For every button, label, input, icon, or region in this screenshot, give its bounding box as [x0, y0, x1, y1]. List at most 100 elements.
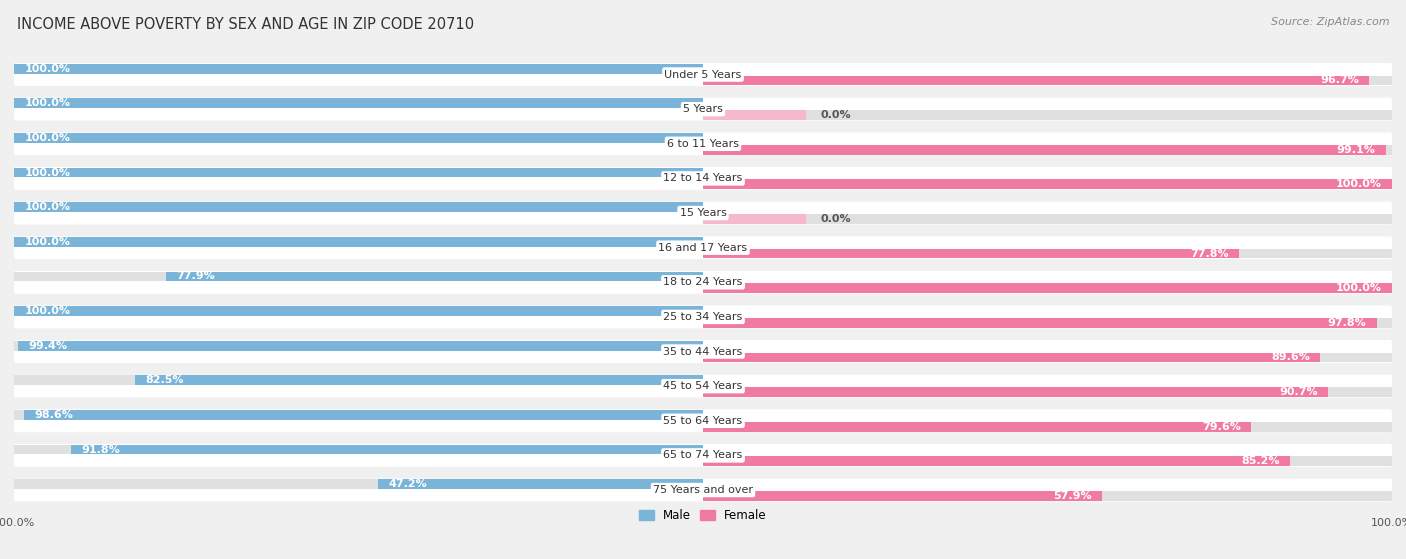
Bar — [14, 202, 703, 212]
Bar — [703, 283, 1392, 293]
FancyBboxPatch shape — [14, 167, 1392, 190]
Text: 82.5%: 82.5% — [145, 375, 183, 385]
Bar — [14, 168, 703, 177]
Text: Under 5 Years: Under 5 Years — [665, 69, 741, 79]
Bar — [703, 353, 1392, 362]
FancyBboxPatch shape — [14, 132, 1392, 155]
Text: 45 to 54 Years: 45 to 54 Years — [664, 381, 742, 391]
Bar — [14, 306, 703, 316]
Text: 91.8%: 91.8% — [82, 444, 120, 454]
Bar — [703, 110, 1392, 120]
Text: 25 to 34 Years: 25 to 34 Years — [664, 312, 742, 322]
FancyBboxPatch shape — [14, 444, 1392, 467]
Text: 75 Years and over: 75 Years and over — [652, 485, 754, 495]
Text: 85.2%: 85.2% — [1241, 456, 1279, 466]
Bar — [14, 237, 703, 247]
Bar — [24, 410, 703, 420]
Text: 96.7%: 96.7% — [1320, 75, 1358, 86]
Text: 100.0%: 100.0% — [24, 237, 70, 247]
Text: 5 Years: 5 Years — [683, 104, 723, 114]
Text: 16 and 17 Years: 16 and 17 Years — [658, 243, 748, 253]
Text: 77.8%: 77.8% — [1189, 249, 1229, 259]
Legend: Male, Female: Male, Female — [634, 504, 772, 527]
Text: 79.6%: 79.6% — [1202, 421, 1241, 432]
Bar — [703, 353, 1320, 362]
Bar — [166, 272, 703, 281]
FancyBboxPatch shape — [14, 271, 1392, 293]
Text: Source: ZipAtlas.com: Source: ZipAtlas.com — [1271, 17, 1389, 27]
Bar — [703, 75, 1392, 86]
Text: 57.9%: 57.9% — [1053, 491, 1091, 501]
Text: 18 to 24 Years: 18 to 24 Years — [664, 277, 742, 287]
FancyBboxPatch shape — [14, 409, 1392, 432]
Bar — [14, 306, 703, 316]
Text: 55 to 64 Years: 55 to 64 Years — [664, 416, 742, 426]
Text: 77.9%: 77.9% — [177, 272, 215, 281]
Bar — [14, 202, 703, 212]
Bar — [703, 318, 1376, 328]
Bar — [703, 387, 1392, 397]
Text: 65 to 74 Years: 65 to 74 Years — [664, 451, 742, 461]
FancyBboxPatch shape — [14, 63, 1392, 86]
Text: 15 Years: 15 Years — [679, 208, 727, 218]
Bar — [703, 491, 1392, 501]
Bar — [14, 168, 703, 177]
FancyBboxPatch shape — [14, 305, 1392, 328]
Bar — [703, 457, 1392, 466]
Text: 90.7%: 90.7% — [1279, 387, 1317, 397]
Bar — [14, 64, 703, 73]
Bar — [14, 445, 703, 454]
Bar — [703, 110, 807, 120]
Bar — [14, 410, 703, 420]
Text: 100.0%: 100.0% — [24, 168, 70, 178]
Bar — [703, 249, 1239, 258]
Bar — [703, 214, 807, 224]
Text: 100.0%: 100.0% — [24, 64, 70, 74]
Bar — [703, 422, 1392, 432]
FancyBboxPatch shape — [14, 479, 1392, 501]
Bar — [18, 341, 703, 350]
Bar — [703, 422, 1251, 432]
Text: 99.1%: 99.1% — [1337, 145, 1375, 155]
Text: 97.8%: 97.8% — [1327, 318, 1367, 328]
FancyBboxPatch shape — [14, 340, 1392, 363]
Bar — [703, 145, 1392, 154]
Bar — [14, 133, 703, 143]
Text: 99.4%: 99.4% — [28, 340, 67, 350]
Text: 100.0%: 100.0% — [1336, 179, 1382, 190]
Bar — [703, 145, 1386, 154]
Bar — [703, 491, 1102, 501]
Bar — [14, 237, 703, 247]
Text: 0.0%: 0.0% — [820, 110, 851, 120]
Text: 47.2%: 47.2% — [388, 479, 427, 489]
Bar — [14, 376, 703, 385]
Text: 35 to 44 Years: 35 to 44 Years — [664, 347, 742, 357]
Bar — [14, 479, 703, 489]
Text: INCOME ABOVE POVERTY BY SEX AND AGE IN ZIP CODE 20710: INCOME ABOVE POVERTY BY SEX AND AGE IN Z… — [17, 17, 474, 32]
Text: 89.6%: 89.6% — [1271, 352, 1310, 362]
Text: 98.6%: 98.6% — [34, 410, 73, 420]
Bar — [14, 341, 703, 350]
Text: 0.0%: 0.0% — [820, 214, 851, 224]
FancyBboxPatch shape — [14, 375, 1392, 397]
Text: 100.0%: 100.0% — [24, 306, 70, 316]
Text: 100.0%: 100.0% — [24, 98, 70, 108]
Bar — [70, 445, 703, 454]
Text: 100.0%: 100.0% — [24, 202, 70, 212]
Bar — [14, 272, 703, 281]
Bar — [703, 387, 1327, 397]
Text: 100.0%: 100.0% — [1336, 283, 1382, 293]
FancyBboxPatch shape — [14, 98, 1392, 121]
Bar — [703, 179, 1392, 189]
Bar — [703, 318, 1392, 328]
FancyBboxPatch shape — [14, 236, 1392, 259]
Bar — [703, 457, 1289, 466]
Bar — [378, 479, 703, 489]
Bar — [703, 75, 1369, 86]
Text: 6 to 11 Years: 6 to 11 Years — [666, 139, 740, 149]
Bar — [703, 214, 1392, 224]
Bar — [14, 98, 703, 108]
Bar — [14, 98, 703, 108]
Text: 12 to 14 Years: 12 to 14 Years — [664, 173, 742, 183]
Bar — [703, 283, 1392, 293]
